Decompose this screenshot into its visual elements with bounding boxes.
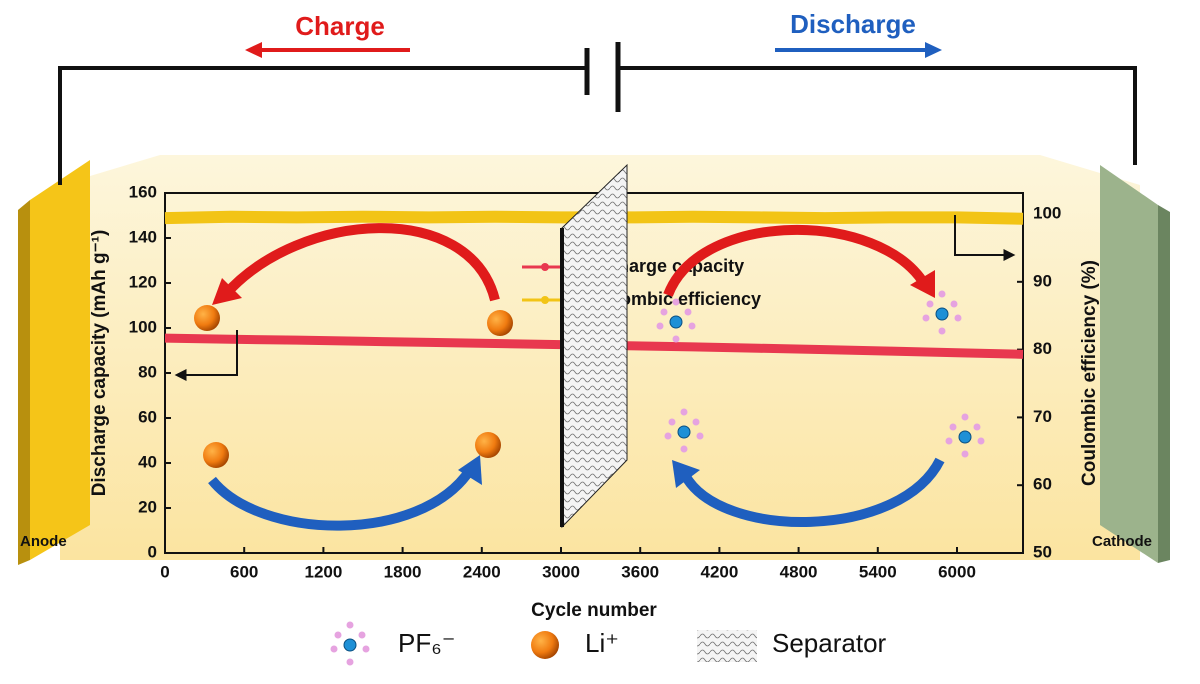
y-tick-label: 160 [129,182,157,201]
x-tick-label: 1200 [304,562,342,581]
ion-arrow [680,457,945,528]
y2-tick-label: 60 [1033,475,1052,494]
y-tick-label: 100 [129,317,157,336]
li-ion [203,442,229,468]
charge-label: Charge [295,11,385,41]
x-tick-label: 3000 [542,562,580,581]
anode-edge [18,200,30,565]
charge-arrow-head [245,42,262,58]
y-axis-label: Discharge capacity (mAh g⁻¹) [89,230,110,497]
legend-marker [541,263,549,271]
ion-arrow [221,223,500,302]
legend-li-icon [531,631,559,659]
y-tick-label: 80 [138,362,157,381]
ion-arrow-head [910,270,935,298]
legend-separator-icon [697,630,757,662]
discharge-arrow-head [925,42,942,58]
x-tick-label: 5400 [859,562,897,581]
ion-arrow [663,224,930,297]
x-axis-label: Cycle number [531,600,657,621]
li-ion [487,310,513,336]
x-tick-label: 6000 [938,562,976,581]
legend-separator: Separator [772,628,887,658]
legend-pf6: PF₆⁻ [398,628,455,658]
x-tick-label: 4800 [780,562,818,581]
anode [30,160,90,560]
x-tick-label: 0 [160,562,169,581]
x-tick-label: 600 [230,562,258,581]
y-tick-label: 40 [138,452,157,471]
y-tick-label: 20 [138,497,157,516]
y-tick-label: 0 [148,542,157,561]
x-tick-label: 3600 [621,562,659,581]
y2-tick-label: 100 [1033,204,1061,223]
y-tick-label: 120 [129,272,157,291]
x-tick-label: 4200 [700,562,738,581]
anode-label: Anode [20,533,67,550]
ion-arrow [208,467,475,531]
y2-axis-label: Coulombic efficiency (%) [1079,260,1100,486]
cathode-edge [1158,205,1170,563]
axis-pointer [954,215,1016,261]
ion-arrow-head [212,278,242,305]
legend-marker [541,296,549,304]
y2-tick-label: 80 [1033,339,1052,358]
y-tick-label: 60 [138,407,157,426]
cathode [1100,165,1158,563]
y2-tick-label: 70 [1033,407,1052,426]
y-tick-label: 140 [129,227,157,246]
legend-li: Li⁺ [585,628,619,658]
x-tick-label: 1800 [384,562,422,581]
wire [58,66,587,185]
li-ion [475,432,501,458]
discharge-label: Discharge [790,9,916,39]
axis-pointer [174,330,238,381]
wire [618,66,1137,165]
cathode-label: Cathode [1092,533,1152,550]
ion-arrow-head [458,455,482,485]
x-tick-label: 2400 [463,562,501,581]
ion-arrow-head [672,460,700,488]
legend-pf6-icon [330,621,370,666]
y2-tick-label: 50 [1033,542,1052,561]
li-ion [194,305,220,331]
y2-tick-label: 90 [1033,271,1052,290]
